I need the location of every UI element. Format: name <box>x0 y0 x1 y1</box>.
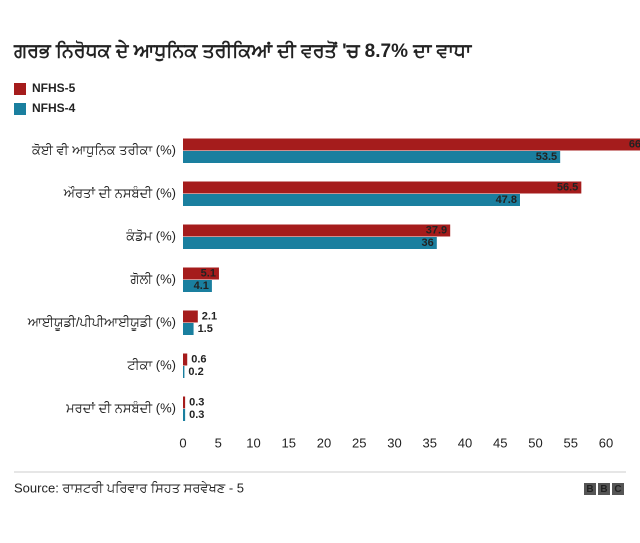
bar <box>183 366 185 378</box>
y-tick-label: ਆਈਯੂਡੀ/ਪੀਪੀਆਈਯੂਡੀ (%) <box>27 314 176 330</box>
y-tick-label: ਕੰਡੋਮ (%) <box>125 228 176 243</box>
bar <box>183 323 194 335</box>
bar <box>183 310 198 323</box>
bar <box>183 138 640 151</box>
x-tick-label: 50 <box>528 435 542 450</box>
bar <box>183 267 219 280</box>
x-tick-label: 0 <box>179 435 186 450</box>
data-label: 53.5 <box>536 151 557 163</box>
chart-title: ਗਰਭ ਨਿਰੋਧਕ ਦੇ ਆਧੁਨਿਕ ਤਰੀਕਿਆਂ ਦੀ ਵਰਤੋਂ 'ਚ… <box>13 39 473 62</box>
y-tick-label: ਕੋਈ ਵੀ ਆਧੁਨਿਕ ਤਰੀਕਾ (%) <box>31 142 176 157</box>
x-tick-label: 40 <box>458 435 472 450</box>
legend-label: NFHS-4 <box>32 101 76 115</box>
bar <box>183 224 451 237</box>
x-tick-label: 60 <box>599 435 613 450</box>
logo-box <box>612 483 624 495</box>
data-label: 36 <box>422 237 434 249</box>
x-tick-label: 25 <box>352 435 366 450</box>
bar <box>183 396 186 409</box>
x-tick-label: 5 <box>215 435 222 450</box>
data-label: 66.7 <box>629 139 640 151</box>
logo-box <box>598 483 610 495</box>
y-tick-label: ਮਰਦਾਂ ਦੀ ਨਸਬੰਦੀ (%) <box>65 400 176 415</box>
data-label: 5.1 <box>201 268 216 280</box>
data-label: 37.9 <box>426 225 447 237</box>
y-tick-label: ਗੋਲੀ (%) <box>129 271 176 286</box>
legend-label: NFHS-5 <box>32 81 76 95</box>
x-tick-label: 10 <box>246 435 260 450</box>
bar <box>183 151 561 163</box>
bar <box>183 194 520 206</box>
data-label: 4.1 <box>194 280 209 292</box>
x-tick-label: 30 <box>387 435 401 450</box>
logo-letter: C <box>614 484 621 495</box>
x-tick-label: 45 <box>493 435 507 450</box>
y-tick-label: ਔਰਤਾਂ ਦੀ ਨਸਬੰਦੀ (%) <box>63 185 176 200</box>
logo-letter: B <box>600 484 607 495</box>
data-label: 0.3 <box>189 409 204 421</box>
logo-box <box>584 483 596 495</box>
bar <box>183 353 188 366</box>
logo-letter: B <box>586 484 593 495</box>
data-label: 0.3 <box>189 397 204 409</box>
data-label: 56.5 <box>557 182 578 194</box>
x-tick-label: 35 <box>423 435 437 450</box>
data-label: 1.5 <box>198 323 213 335</box>
legend-swatch <box>14 103 26 115</box>
bar <box>183 280 212 292</box>
bar <box>183 181 582 194</box>
x-tick-label: 55 <box>564 435 578 450</box>
data-label: 0.6 <box>191 354 206 366</box>
bar <box>183 237 437 249</box>
data-label: 47.8 <box>496 194 517 206</box>
source: Source: ਰਾਸ਼ਟਰੀ ਪਰਿਵਾਰ ਸਿਹਤ ਸਰਵੇਖਣ - 5 <box>14 480 244 495</box>
legend-swatch <box>14 83 26 95</box>
bar <box>183 409 186 421</box>
data-label: 0.2 <box>188 366 203 378</box>
x-tick-label: 15 <box>282 435 296 450</box>
x-tick-label: 20 <box>317 435 331 450</box>
y-tick-label: ਟੀਕਾ (%) <box>126 357 176 372</box>
data-label: 2.1 <box>202 311 217 323</box>
